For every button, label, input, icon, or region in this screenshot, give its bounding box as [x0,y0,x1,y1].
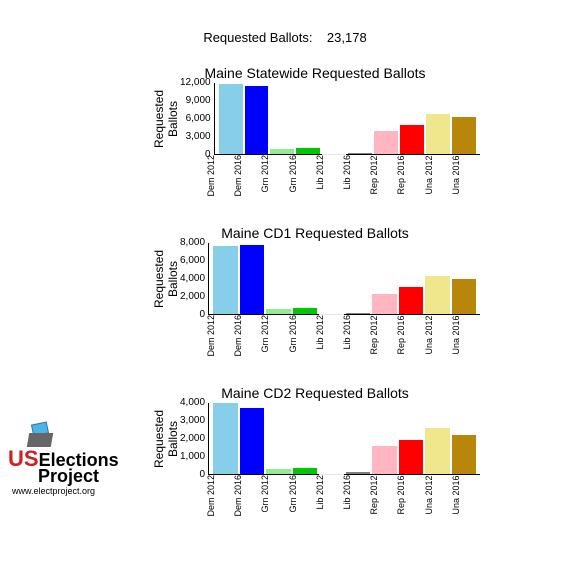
x-tick: Lib 2012 [315,475,340,521]
bar-dem-2012 [213,246,238,314]
logo-url: www.electproject.org [12,486,138,496]
logo-us: US [8,446,39,471]
x-tick: Rep 2016 [396,475,421,521]
bar-dem-2016 [240,245,265,314]
x-tick: Dem 2012 [206,475,231,521]
logo: USElections Project www.electproject.org [8,423,138,496]
logo-project: Project [38,468,138,485]
bar-grn-2012 [270,149,294,154]
logo-icon [10,423,60,449]
bar-dem-2016 [240,408,265,474]
chart-cd2: Maine CD2 Requested BallotsRequested Bal… [150,385,480,521]
bar-grn-2012 [266,309,291,314]
x-tick: Grn 2012 [260,315,285,361]
chart-cd1: Maine CD1 Requested BallotsRequested Bal… [150,225,480,361]
plot-area [208,243,480,315]
bar-una-2012 [425,276,450,314]
x-tick: Grn 2012 [260,475,285,521]
x-tick: Lib 2016 [342,155,367,201]
x-ticks: Dem 2012Dem 2016Grn 2012Grn 2016Lib 2012… [202,475,480,521]
x-tick: Dem 2012 [206,155,231,201]
x-tick: Una 2012 [424,315,449,361]
x-tick: Rep 2012 [369,315,394,361]
bar-grn-2016 [293,308,318,314]
bar-lib-2016 [348,153,372,154]
logo-text: USElections Project [8,449,138,485]
x-tick: Dem 2016 [233,155,258,201]
bar-dem-2012 [219,84,243,154]
y-axis-label: Requested Ballots [150,243,180,315]
bar-dem-2012 [213,403,238,474]
x-tick: Lib 2012 [315,155,340,201]
x-tick: Dem 2016 [233,315,258,361]
bar-grn-2016 [293,468,318,474]
bar-rep-2012 [374,131,398,154]
bar-rep-2012 [372,446,397,474]
y-axis-label: Requested Ballots [150,83,180,155]
bar-dem-2016 [245,86,269,154]
x-tick: Grn 2016 [288,475,313,521]
bar-rep-2016 [400,125,424,154]
x-tick: Dem 2012 [206,315,231,361]
bar-rep-2016 [399,287,424,314]
bar-una-2012 [425,428,450,474]
bar-grn-2016 [296,148,320,154]
plot-area [208,403,480,475]
x-tick: Una 2016 [451,315,476,361]
chart-statewide: Maine Statewide Requested BallotsRequest… [150,65,480,201]
bar-una-2016 [452,279,477,315]
x-tick: Rep 2012 [369,475,394,521]
bar-lib-2016 [346,313,371,314]
plot-area [214,83,480,155]
x-tick: Una 2016 [451,155,476,201]
x-tick: Una 2012 [424,155,449,201]
x-ticks: Dem 2012Dem 2016Grn 2012Grn 2016Lib 2012… [202,315,480,361]
x-tick: Una 2012 [424,475,449,521]
bar-una-2016 [452,117,476,154]
header-label: Requested Ballots: [203,30,312,45]
bar-una-2012 [426,114,450,154]
x-ticks: Dem 2012Dem 2016Grn 2012Grn 2016Lib 2012… [202,155,480,201]
x-tick: Dem 2016 [233,475,258,521]
y-ticks: 8,0006,0004,0002,0000 [180,243,208,315]
x-tick: Lib 2016 [342,475,367,521]
y-ticks: 12,0009,0006,0003,0000 [180,83,214,155]
x-tick: Grn 2012 [260,155,285,201]
y-ticks: 4,0003,0002,0001,0000 [180,403,208,475]
bar-rep-2012 [372,294,397,314]
bar-rep-2016 [399,440,424,474]
x-tick: Una 2016 [451,475,476,521]
x-tick: Lib 2012 [315,315,340,361]
bar-una-2016 [452,435,477,474]
x-tick: Rep 2012 [369,155,394,201]
x-tick: Grn 2016 [288,315,313,361]
header-value: 23,178 [327,30,367,45]
y-axis-label: Requested Ballots [150,403,180,475]
bar-grn-2012 [266,469,291,474]
bar-lib-2016 [346,472,371,474]
x-tick: Lib 2016 [342,315,367,361]
x-tick: Grn 2016 [288,155,313,201]
x-tick: Rep 2016 [396,155,421,201]
x-tick: Rep 2016 [396,315,421,361]
header-total: Requested Ballots: 23,178 [0,30,570,45]
